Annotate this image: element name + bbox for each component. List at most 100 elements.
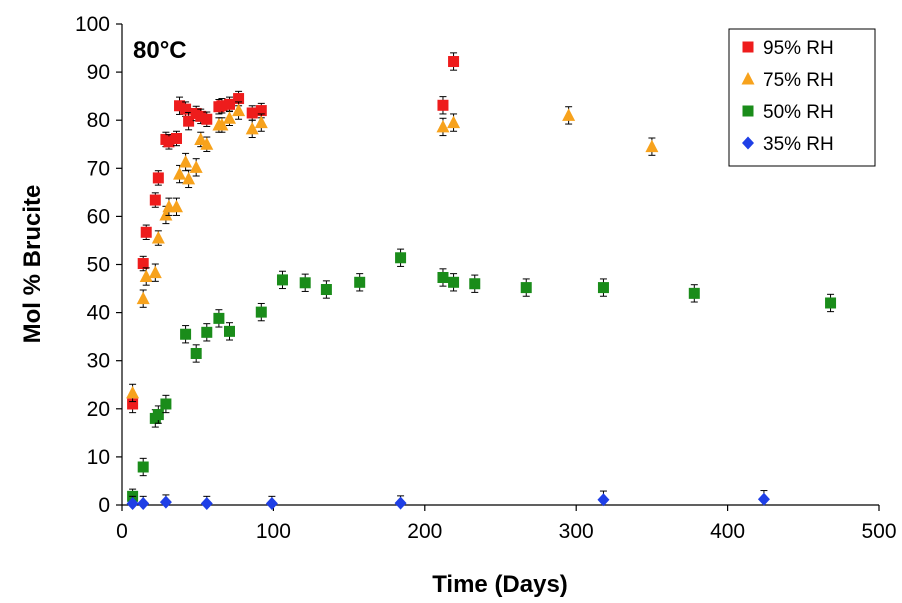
data-point (394, 496, 407, 510)
series-95-rh (127, 52, 460, 414)
y-tick-label: 40 (87, 302, 110, 325)
data-point (216, 100, 228, 112)
data-point (437, 271, 449, 283)
data-point (137, 258, 149, 270)
data-point (223, 325, 235, 337)
data-point (436, 119, 450, 133)
y-axis-title: Mol % Brucite (19, 185, 46, 344)
y-tick-label: 70 (87, 157, 110, 180)
data-point (232, 103, 246, 117)
data-point (222, 111, 236, 124)
data-point (183, 115, 195, 127)
data-point (159, 495, 172, 509)
x-tick-label: 300 (559, 520, 594, 543)
data-point (597, 493, 610, 507)
x-tick-label: 200 (407, 520, 442, 543)
legend-marker-50-rh (742, 105, 754, 117)
data-point (299, 277, 311, 289)
data-point (757, 492, 770, 506)
legend-label-35-rh: 35% RH (763, 134, 834, 155)
data-point (180, 103, 192, 115)
data-point (170, 199, 184, 213)
data-point (182, 171, 196, 185)
data-point (255, 306, 267, 318)
y-tick-label: 10 (87, 446, 110, 469)
data-point (152, 172, 164, 184)
data-point (448, 56, 460, 68)
data-point (152, 409, 164, 421)
data-point (254, 115, 268, 129)
data-point (163, 136, 175, 148)
data-point (447, 115, 461, 129)
y-tick-label: 80 (87, 109, 110, 132)
data-point (320, 284, 332, 296)
series-35-rh (126, 490, 770, 511)
data-points (126, 52, 837, 511)
y-tick-label: 50 (87, 254, 110, 277)
data-point (174, 100, 186, 112)
data-point (215, 118, 229, 131)
data-point (200, 137, 214, 150)
data-point (233, 93, 245, 105)
data-point (136, 291, 150, 305)
data-point (276, 274, 288, 286)
data-point (245, 121, 259, 135)
data-point (562, 108, 576, 121)
legend-label-75-rh: 75% RH (763, 70, 834, 91)
legend-marker-35-rh (742, 136, 754, 150)
y-tick-label: 0 (98, 494, 110, 517)
data-point (151, 231, 165, 244)
data-point (688, 287, 700, 299)
y-tick-label: 60 (87, 205, 110, 228)
data-point (148, 265, 162, 279)
data-point (448, 276, 460, 288)
data-point (645, 139, 659, 153)
data-point (126, 497, 139, 511)
data-point (469, 278, 481, 290)
y-axis-ticks: 0 10 20 30 40 50 60 70 80 90 100 (75, 13, 122, 517)
legend-label-95-rh: 95% RH (763, 38, 834, 59)
data-point (265, 497, 278, 511)
data-point (200, 497, 213, 511)
legend-marker-75-rh (741, 72, 755, 85)
data-point (127, 398, 139, 410)
data-point (137, 461, 149, 473)
legend-items: 95% RH 75% RH 50% RH 35% RH (741, 38, 834, 155)
data-point (190, 347, 202, 359)
x-axis-ticks: 0 100 200 300 400 500 (116, 505, 897, 543)
data-point (159, 207, 173, 221)
data-point (255, 105, 267, 117)
data-point (201, 113, 213, 125)
data-point (180, 328, 192, 340)
data-point (437, 99, 449, 111)
data-point (246, 107, 258, 119)
x-tick-label: 500 (861, 520, 896, 543)
data-point (223, 98, 235, 110)
x-tick-label: 0 (116, 520, 128, 543)
data-point (520, 282, 532, 294)
legend-marker-95-rh (742, 41, 754, 53)
data-point (126, 385, 140, 399)
y-tick-label: 20 (87, 398, 110, 421)
y-tick-label: 90 (87, 61, 110, 84)
legend-label-50-rh: 50% RH (763, 102, 834, 123)
x-tick-label: 100 (256, 520, 291, 543)
data-point (139, 269, 153, 283)
data-point (149, 194, 161, 206)
x-tick-label: 400 (710, 520, 745, 543)
data-point (160, 398, 172, 410)
data-point (140, 226, 152, 238)
data-point (173, 167, 187, 180)
y-tick-label: 30 (87, 350, 110, 373)
series-50-rh (127, 248, 837, 505)
data-point (195, 110, 207, 122)
data-point (171, 132, 183, 144)
x-axis-title: Time (Days) (432, 571, 568, 598)
data-point (194, 132, 208, 145)
data-point (201, 326, 213, 338)
y-tick-label: 100 (75, 13, 110, 36)
data-point (213, 312, 225, 324)
data-point (354, 276, 366, 288)
series-75-rh (126, 101, 659, 403)
